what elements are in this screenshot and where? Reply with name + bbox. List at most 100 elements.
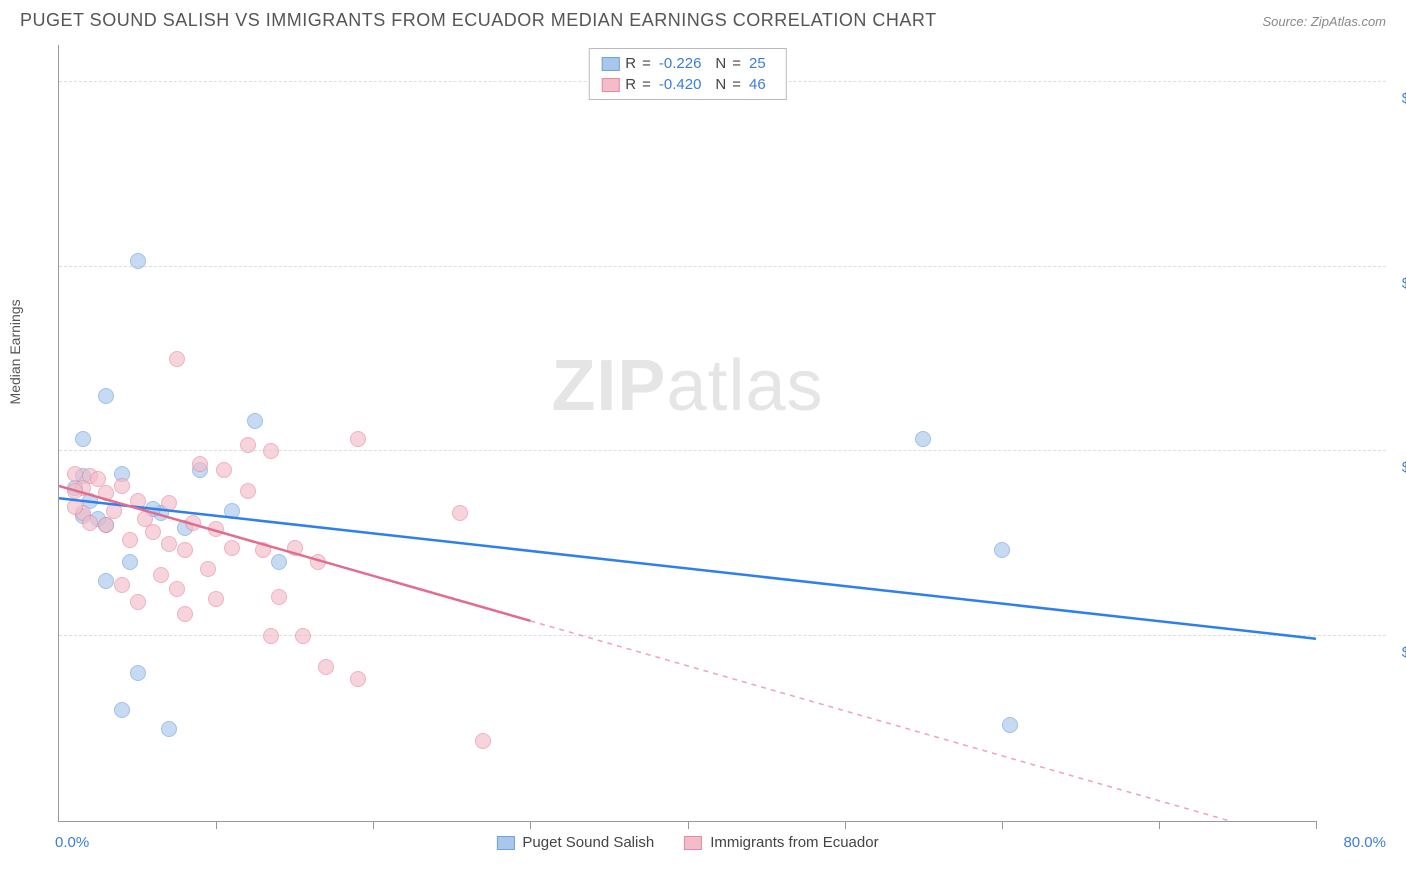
scatter-point-puget	[130, 253, 146, 269]
trend-lines-layer	[59, 45, 1316, 821]
stats-row-puget: R=-0.226N=25	[601, 53, 773, 74]
gridline-h: $50,000	[59, 450, 1386, 451]
y-tick-label: $50,000	[1402, 459, 1406, 476]
scatter-point-puget	[1002, 717, 1018, 733]
scatter-point-ecuador	[153, 567, 169, 583]
scatter-point-ecuador	[216, 462, 232, 478]
scatter-point-puget	[130, 665, 146, 681]
scatter-point-ecuador	[122, 532, 138, 548]
y-axis-label: Median Earnings	[7, 299, 23, 404]
chart-source: Source: ZipAtlas.com	[1262, 14, 1386, 29]
scatter-point-ecuador	[263, 628, 279, 644]
stats-row-ecuador: R=-0.420N=46	[601, 74, 773, 95]
x-tick	[688, 821, 689, 829]
x-min-label: 0.0%	[55, 834, 89, 851]
scatter-point-ecuador	[350, 431, 366, 447]
scatter-point-ecuador	[169, 351, 185, 367]
scatter-point-ecuador	[185, 515, 201, 531]
legend-swatch-icon	[601, 78, 619, 92]
x-tick	[216, 821, 217, 829]
scatter-point-puget	[161, 721, 177, 737]
scatter-point-ecuador	[130, 594, 146, 610]
scatter-point-ecuador	[67, 466, 83, 482]
scatter-point-ecuador	[271, 589, 287, 605]
scatter-point-ecuador	[177, 542, 193, 558]
legend-item-ecuador: Immigrants from Ecuador	[684, 834, 878, 851]
x-tick	[1316, 821, 1317, 829]
scatter-point-ecuador	[161, 495, 177, 511]
scatter-point-ecuador	[98, 517, 114, 533]
scatter-point-ecuador	[82, 515, 98, 531]
scatter-point-ecuador	[318, 659, 334, 675]
scatter-point-puget	[114, 702, 130, 718]
scatter-point-ecuador	[98, 485, 114, 501]
scatter-point-ecuador	[295, 628, 311, 644]
scatter-point-ecuador	[452, 505, 468, 521]
n-value: 46	[747, 74, 774, 95]
scatter-point-ecuador	[145, 524, 161, 540]
scatter-point-ecuador	[255, 542, 271, 558]
legend-label: Puget Sound Salish	[522, 834, 654, 851]
r-label: R	[625, 53, 636, 74]
scatter-point-ecuador	[114, 478, 130, 494]
legend-item-puget: Puget Sound Salish	[496, 834, 654, 851]
scatter-point-puget	[271, 554, 287, 570]
x-tick	[530, 821, 531, 829]
watermark: ZIPatlas	[551, 345, 823, 427]
scatter-point-ecuador	[90, 471, 106, 487]
scatter-point-ecuador	[475, 733, 491, 749]
x-tick	[373, 821, 374, 829]
x-tick	[845, 821, 846, 829]
scatter-point-ecuador	[287, 540, 303, 556]
scatter-point-ecuador	[161, 536, 177, 552]
x-max-label: 80.0%	[1343, 834, 1386, 851]
stats-legend-box: R=-0.226N=25R=-0.420N=46	[588, 48, 786, 100]
scatter-point-puget	[98, 573, 114, 589]
scatter-point-ecuador	[67, 499, 83, 515]
legend-swatch-icon	[684, 836, 702, 850]
y-tick-label: $65,000	[1402, 275, 1406, 292]
scatter-point-ecuador	[310, 554, 326, 570]
scatter-point-puget	[75, 431, 91, 447]
chart-area: Median Earnings ZIPatlas R=-0.226N=25R=-…	[50, 45, 1386, 852]
trend-line-extrap-ecuador	[530, 621, 1316, 821]
scatter-point-ecuador	[224, 540, 240, 556]
x-tick	[1159, 821, 1160, 829]
scatter-point-puget	[247, 413, 263, 429]
scatter-point-ecuador	[208, 521, 224, 537]
scatter-point-ecuador	[114, 577, 130, 593]
scatter-point-puget	[915, 431, 931, 447]
n-label: N	[715, 53, 726, 74]
scatter-point-ecuador	[130, 493, 146, 509]
scatter-point-ecuador	[67, 483, 83, 499]
r-label: R	[625, 74, 636, 95]
series-legend: Puget Sound Salish Immigrants from Ecuado…	[496, 834, 878, 851]
r-value: -0.226	[657, 53, 710, 74]
trend-line-puget	[59, 498, 1316, 638]
n-label: N	[715, 74, 726, 95]
y-tick-label: $35,000	[1402, 644, 1406, 661]
scatter-point-ecuador	[192, 456, 208, 472]
gridline-h: $65,000	[59, 266, 1386, 267]
scatter-point-ecuador	[240, 483, 256, 499]
scatter-point-puget	[224, 503, 240, 519]
scatter-point-ecuador	[240, 437, 256, 453]
x-tick	[1002, 821, 1003, 829]
plot-region: ZIPatlas R=-0.226N=25R=-0.420N=46 Puget …	[58, 45, 1316, 822]
scatter-point-puget	[122, 554, 138, 570]
r-value: -0.420	[657, 74, 710, 95]
chart-title: PUGET SOUND SALISH VS IMMIGRANTS FROM EC…	[20, 10, 937, 31]
legend-label: Immigrants from Ecuador	[710, 834, 878, 851]
n-value: 25	[747, 53, 774, 74]
legend-swatch-icon	[496, 836, 514, 850]
scatter-point-ecuador	[263, 443, 279, 459]
gridline-h: $35,000	[59, 635, 1386, 636]
scatter-point-ecuador	[169, 581, 185, 597]
scatter-point-puget	[994, 542, 1010, 558]
scatter-point-ecuador	[350, 671, 366, 687]
scatter-point-ecuador	[177, 606, 193, 622]
scatter-point-ecuador	[200, 561, 216, 577]
legend-swatch-icon	[601, 57, 619, 71]
scatter-point-ecuador	[106, 503, 122, 519]
scatter-point-puget	[98, 388, 114, 404]
